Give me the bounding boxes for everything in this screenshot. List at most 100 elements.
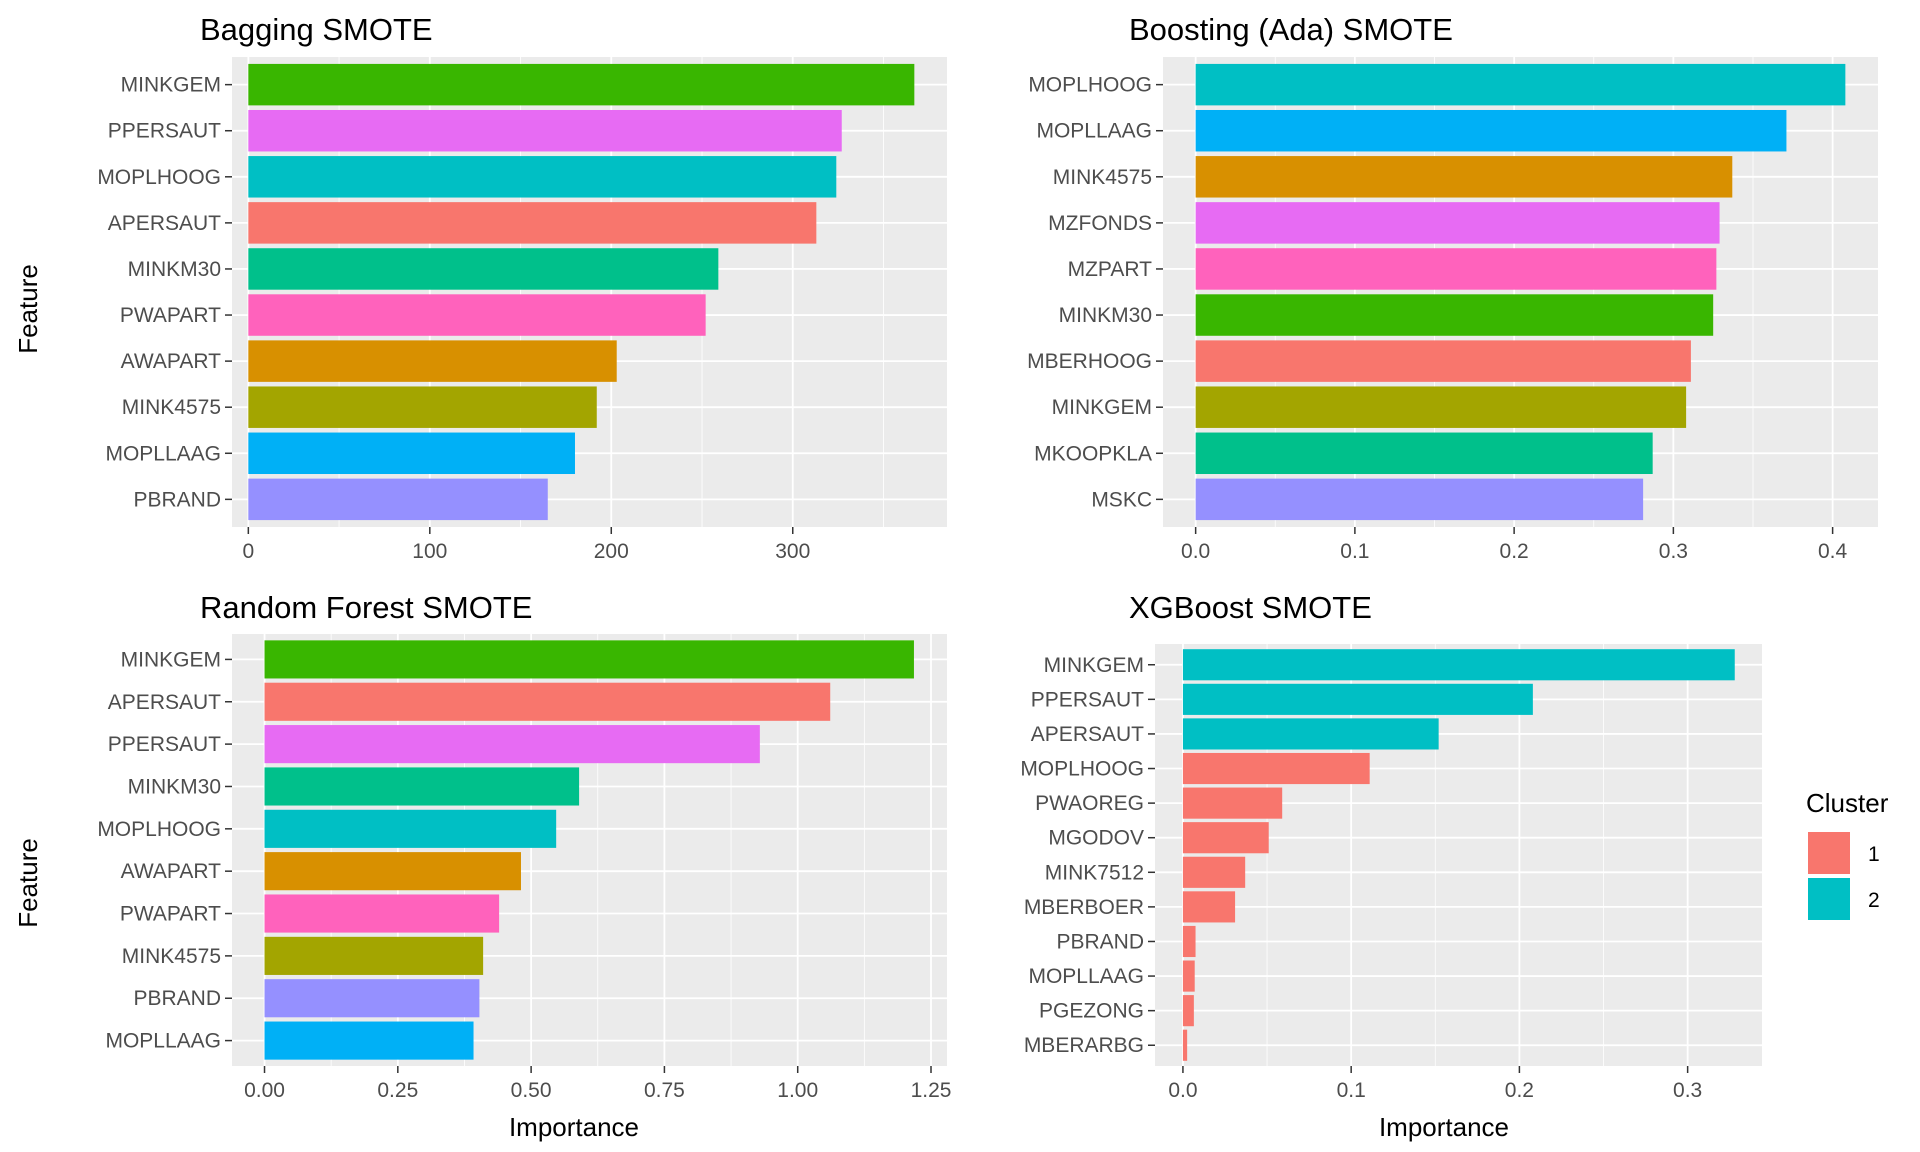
bar <box>1182 960 1195 992</box>
bar <box>264 767 580 806</box>
bar <box>264 682 831 721</box>
bar <box>1182 1029 1188 1061</box>
bar <box>248 386 597 428</box>
category-label: PPERSAUT <box>108 120 221 143</box>
category-label: MBERBOER <box>1024 896 1144 919</box>
category-label: MSKC <box>1091 488 1152 511</box>
x-tick-label: 300 <box>775 540 810 563</box>
category-label: MOPLLAAG <box>105 1030 221 1053</box>
x-tick-label: 1.25 <box>911 1079 952 1102</box>
x-tick-label: 0.25 <box>377 1079 418 1102</box>
x-tick-label: 0.75 <box>644 1079 685 1102</box>
bar <box>264 894 500 933</box>
x-axis-title: Importance <box>1379 1112 1509 1142</box>
bar <box>1182 718 1439 750</box>
bar <box>264 725 760 764</box>
x-tick-label: 0.4 <box>1818 540 1848 563</box>
panel-boosting: Boosting (Ada) SMOTE MOPLHOOG MOPLLAAG MIN… <box>1027 12 1878 563</box>
bar <box>1195 248 1717 290</box>
panel-bagging: Bagging SMOTE Feature MINKGEM PPERSAUT MOP… <box>13 12 947 563</box>
legend-swatch-1 <box>1808 832 1850 874</box>
category-label: MOPLLAAG <box>105 442 221 465</box>
bar <box>1195 109 1787 152</box>
panel-title: Random Forest SMOTE <box>200 590 532 625</box>
bar <box>248 109 842 152</box>
category-label: MINKGEM <box>1052 396 1152 419</box>
plot-area: MINKGEM PPERSAUT APERSAUT MOPLHOOG PWAOREG MG… <box>1020 644 1762 1102</box>
category-label: MINK4575 <box>122 396 221 419</box>
category-label: MKOOPKLA <box>1034 442 1152 465</box>
bar <box>264 640 914 679</box>
category-label: APERSAUT <box>108 691 221 714</box>
category-label: MOPLHOOG <box>97 818 221 841</box>
bar <box>1182 891 1236 923</box>
x-tick-label: 0.2 <box>1505 1079 1534 1102</box>
y-axis-title: Feature <box>13 264 43 354</box>
category-label: MOPLHOOG <box>1028 74 1152 97</box>
legend-label-1: 1 <box>1868 843 1880 866</box>
category-label: PGEZONG <box>1039 1000 1144 1023</box>
bar <box>264 936 484 975</box>
category-label: PPERSAUT <box>108 733 221 756</box>
bar <box>248 432 575 475</box>
bar <box>264 979 480 1018</box>
panel-title: Boosting (Ada) SMOTE <box>1129 12 1453 47</box>
x-axis-title: Importance <box>509 1112 639 1142</box>
category-label: PBRAND <box>1056 930 1144 953</box>
bar <box>1182 995 1194 1027</box>
category-label: MOPLHOOG <box>1020 758 1144 781</box>
bar <box>1195 432 1653 475</box>
category-label: PWAOREG <box>1035 792 1144 815</box>
bar <box>1182 787 1283 819</box>
bar <box>248 340 617 382</box>
category-label: PPERSAUT <box>1031 688 1144 711</box>
bar <box>1195 202 1720 244</box>
x-tick-label: 0.0 <box>1168 1079 1197 1102</box>
category-label: MINKM30 <box>128 775 221 798</box>
x-tick-label: 0.3 <box>1673 1079 1702 1102</box>
category-label: AWAPART <box>121 860 222 883</box>
bar <box>1195 63 1846 106</box>
bar <box>1195 478 1644 521</box>
x-tick-label: 200 <box>594 540 629 563</box>
bar <box>264 852 521 891</box>
bar <box>248 478 548 521</box>
category-label: MZPART <box>1068 258 1153 281</box>
category-label: MBERHOOG <box>1027 350 1152 373</box>
x-tick-label: 0.1 <box>1340 540 1369 563</box>
category-label: MINK4575 <box>122 945 221 968</box>
legend-label-2: 2 <box>1868 889 1880 912</box>
category-label: MINKGEM <box>1044 654 1144 677</box>
bar <box>248 63 915 106</box>
legend-title: Cluster <box>1806 788 1889 818</box>
x-tick-label: 1.00 <box>777 1079 818 1102</box>
category-label: PBRAND <box>133 488 221 511</box>
category-label: PWAPART <box>120 903 221 926</box>
category-label: MINK4575 <box>1053 166 1152 189</box>
category-label: MOPLLAAG <box>1028 965 1144 988</box>
bar <box>248 294 706 336</box>
category-label: MINKGEM <box>121 648 221 671</box>
x-tick-label: 0.0 <box>1181 540 1210 563</box>
category-label: APERSAUT <box>1031 723 1144 746</box>
bar <box>248 202 817 244</box>
x-tick-label: 100 <box>412 540 447 563</box>
category-label: PWAPART <box>120 304 221 327</box>
bar <box>1182 822 1269 854</box>
plot-area: MINKGEM APERSAUT PPERSAUT MINKM30 MOPLHOOG AW… <box>97 634 951 1102</box>
panel-random-forest: Random Forest SMOTE Feature Importance M… <box>13 590 951 1142</box>
category-label: MZFONDS <box>1048 212 1152 235</box>
category-label: MINKGEM <box>121 74 221 97</box>
bar <box>1195 156 1733 198</box>
plot-area: MINKGEM PPERSAUT MOPLHOOG APERSAUT MINKM30 PW… <box>97 57 947 563</box>
category-label: MGODOV <box>1048 827 1144 850</box>
y-axis-title: Feature <box>13 838 43 928</box>
bar <box>1182 649 1735 681</box>
bar <box>1182 925 1196 958</box>
category-label: PBRAND <box>133 987 221 1010</box>
category-label: MOPLHOOG <box>97 166 221 189</box>
legend-swatch-2 <box>1808 878 1850 920</box>
panel-xgboost: XGBoost SMOTE Importance MINKGEM PPERSAUT… <box>1020 590 1762 1142</box>
bar <box>248 156 837 198</box>
